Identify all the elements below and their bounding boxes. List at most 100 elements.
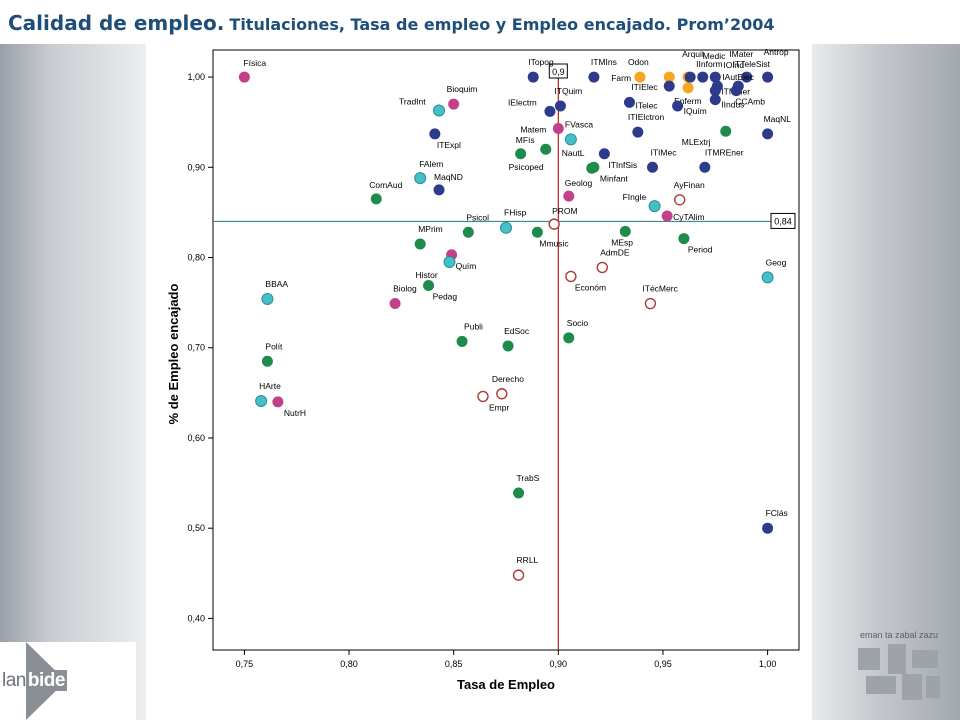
data-point (709, 85, 721, 97)
background-left-panel (0, 44, 146, 720)
y-tick-label: 1,00 (187, 72, 205, 82)
data-point-label: Arquit (682, 49, 705, 59)
data-point (370, 193, 382, 205)
data-point (552, 122, 564, 134)
data-point-label: Geolog (565, 178, 593, 188)
data-point (644, 297, 657, 310)
data-point-label: ITExpl (437, 140, 461, 150)
data-point-label: Pedag (433, 291, 458, 301)
data-point-label: TradInt (399, 96, 426, 106)
data-point (261, 293, 274, 306)
data-point (663, 80, 675, 92)
data-point (762, 522, 774, 534)
data-point-label: Mmusic (539, 238, 569, 248)
data-point-label: FClás (766, 508, 788, 518)
reference-label-y: 0,84 (774, 216, 792, 226)
data-point-label: MFís (516, 135, 535, 145)
data-point (588, 71, 600, 83)
upv-ehu-logo: eman ta zabal zazu (852, 630, 948, 710)
data-point (238, 71, 250, 83)
data-point-label: FAlem (419, 159, 443, 169)
data-point-label: FIngle (623, 192, 647, 202)
y-tick-label: 0,50 (187, 523, 205, 533)
data-point (414, 238, 426, 250)
data-point (548, 218, 560, 230)
data-point (540, 143, 552, 155)
data-point (554, 100, 566, 112)
y-tick-label: 0,60 (187, 433, 205, 443)
data-point (563, 332, 575, 344)
x-tick-label: 1,00 (759, 659, 777, 669)
data-point (762, 71, 774, 83)
data-point (648, 200, 661, 213)
data-point-label: AyFinan (674, 180, 705, 190)
data-point-label: BBAA (265, 279, 288, 289)
data-point (565, 270, 577, 283)
data-point-label: MLExtrj (682, 137, 711, 147)
data-point (502, 340, 514, 352)
x-tick-label: 0,75 (236, 659, 254, 669)
data-point (598, 148, 610, 160)
data-point (730, 85, 742, 97)
data-point (389, 298, 401, 310)
lanbide-logo: lan bide (0, 642, 136, 720)
data-point (762, 128, 774, 140)
data-point-label: IOInd (723, 60, 744, 70)
data-point (513, 487, 525, 499)
data-point-label: MaqNL (764, 114, 792, 124)
data-point (272, 396, 284, 408)
x-tick-label: 0,85 (445, 659, 463, 669)
data-point-label: ITelec (635, 100, 658, 110)
data-point-label: Matem (520, 124, 546, 134)
data-point-label: EdSoc (504, 326, 530, 336)
upv-ehu-emblem-icon (858, 644, 940, 700)
data-point (261, 355, 273, 367)
data-point-label: Enferm (674, 96, 701, 106)
data-point-label: IElectrn (508, 97, 537, 107)
data-point (697, 71, 709, 83)
data-point-label: FHisp (504, 208, 526, 218)
data-point-label: Bioquim (447, 84, 478, 94)
reference-label-box-y (770, 212, 796, 229)
data-point (588, 161, 600, 173)
data-point (661, 210, 673, 222)
data-point-label: ITMIns (591, 57, 617, 67)
data-point (544, 105, 556, 117)
data-point-label: MaqND (434, 172, 463, 182)
data-point-label: RRLL (517, 555, 539, 565)
data-point-label: NutrH (284, 408, 306, 418)
data-point-label: Polít (265, 341, 283, 351)
data-point-label: IMater (729, 49, 753, 59)
data-point-label: CyTAlim (673, 212, 704, 222)
data-point (684, 71, 696, 83)
data-point (709, 71, 721, 83)
data-point (672, 100, 684, 112)
data-point-label: Física (243, 58, 266, 68)
data-point-label: Geog (766, 257, 787, 267)
data-point-label: Histor (415, 270, 437, 280)
data-point (462, 226, 474, 238)
reference-label-x: 0,9 (552, 67, 565, 77)
y-axis-title: % de Empleo encajado (166, 284, 181, 425)
data-point (515, 148, 527, 160)
data-point-label: Medic (703, 51, 726, 61)
data-point (531, 226, 543, 238)
y-tick-label: 0,80 (187, 253, 205, 263)
data-point (663, 71, 675, 83)
data-point-label: ITIMec (651, 147, 678, 157)
x-tick-label: 0,95 (654, 659, 672, 669)
data-point-label: Quím (456, 261, 477, 271)
data-point-label: ITIElctron (628, 112, 665, 122)
data-point (563, 190, 575, 202)
data-point (456, 335, 468, 347)
data-point-label: MPrim (418, 224, 443, 234)
data-point (448, 98, 460, 110)
data-point-label: Psicoped (509, 162, 544, 172)
data-point-label: IAutElec (722, 72, 754, 82)
lanbide-logo-text: lan bide (2, 670, 67, 691)
data-point-label: IIndus (721, 100, 744, 110)
data-point-label: ITMREner (705, 147, 744, 157)
slide-title-main: Calidad de empleo. (8, 11, 225, 35)
data-point (709, 94, 721, 106)
data-point-label: ITécMerc (642, 284, 678, 294)
